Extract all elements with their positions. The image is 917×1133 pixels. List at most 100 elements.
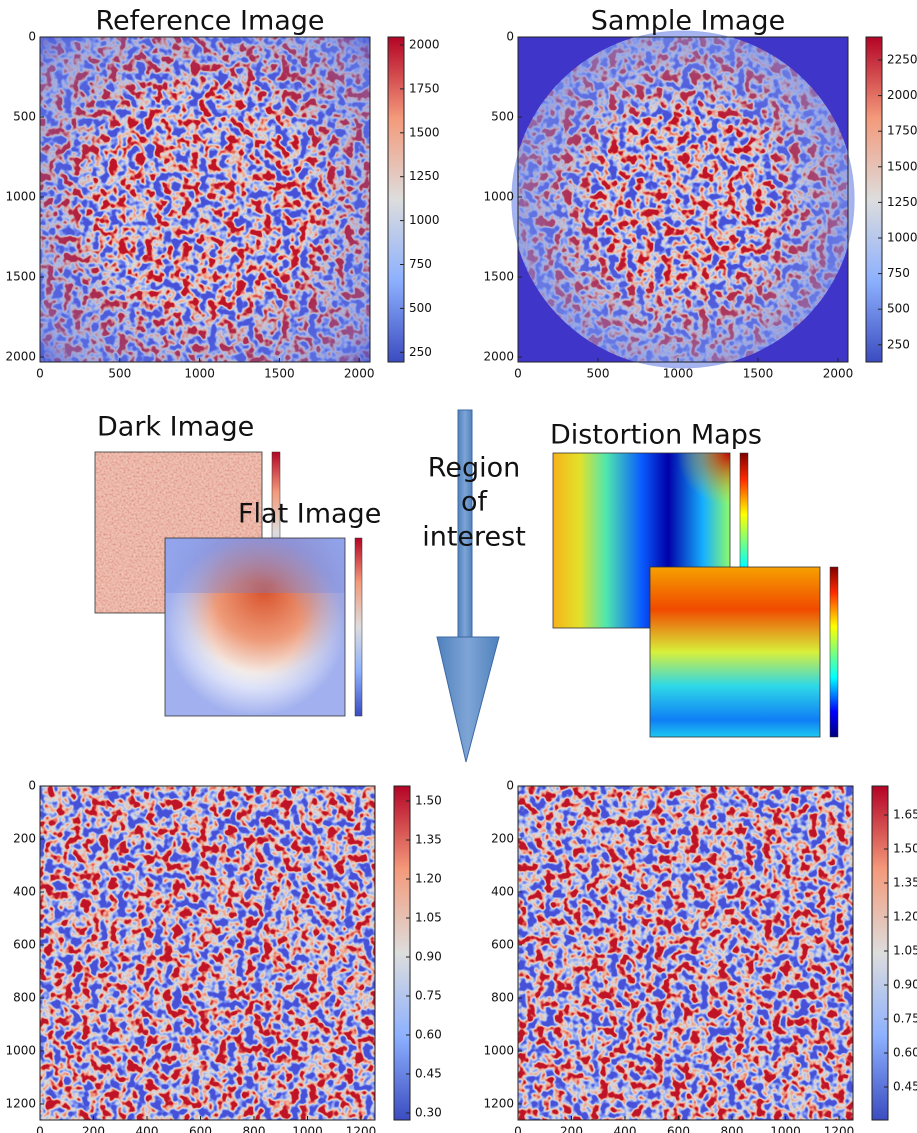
colorbar-tick-label: 1750 xyxy=(887,124,917,138)
x-tick-label: 0 xyxy=(36,367,44,381)
x-tick-label: 1200 xyxy=(346,1125,377,1133)
image xyxy=(40,786,375,1120)
x-tick-label: 500 xyxy=(108,367,131,381)
x-tick-label: 2000 xyxy=(344,367,375,381)
colorbar-tick-label: 2250 xyxy=(887,53,917,67)
y-tick-label: 1000 xyxy=(483,1044,514,1058)
panel: 0200400600800100012000200400600800100012… xyxy=(5,779,441,1133)
flat-vignette xyxy=(165,538,345,716)
colorbar-tick-label: 0.60 xyxy=(415,1028,442,1042)
x-tick-label: 1500 xyxy=(743,367,774,381)
colorbar-tick-label: 0.75 xyxy=(893,1012,917,1026)
panel-title: Sample Image xyxy=(591,6,785,37)
x-tick-label: 1000 xyxy=(184,367,215,381)
colorbar-tick-label: 0.75 xyxy=(415,989,442,1003)
x-tick-label: 400 xyxy=(614,1125,637,1133)
colorbar-tick-label: 1250 xyxy=(409,169,440,183)
colorbar-tick-label: 1.50 xyxy=(893,842,917,856)
x-tick-label: 600 xyxy=(667,1125,690,1133)
y-tick-label: 400 xyxy=(491,885,514,899)
x-tick-label: 400 xyxy=(136,1125,159,1133)
colorbar-tick-label: 1.35 xyxy=(893,876,917,890)
colorbar-tick-label: 1750 xyxy=(409,81,440,95)
y-tick-label: 0 xyxy=(28,30,36,44)
y-tick-label: 0 xyxy=(28,779,36,793)
arrow-label: Region xyxy=(428,453,520,484)
distortion-maps-inset xyxy=(553,453,838,737)
colorbar-tick-label: 1000 xyxy=(409,213,440,227)
y-tick-label: 2000 xyxy=(483,350,514,364)
colorbar xyxy=(355,538,362,716)
inset-title: Flat Image xyxy=(238,499,381,530)
colorbar-tick-label: 1.05 xyxy=(415,911,442,925)
colorbar-tick-label: 1000 xyxy=(887,231,917,245)
inset-title: Distortion Maps xyxy=(550,420,762,451)
vignette xyxy=(511,31,854,369)
colorbar xyxy=(388,37,404,362)
colorbar xyxy=(866,37,882,362)
arrow-label: of xyxy=(461,487,489,518)
y-tick-label: 0 xyxy=(506,779,514,793)
x-tick-label: 500 xyxy=(587,367,610,381)
colorbar-tick-label: 1.20 xyxy=(415,872,442,886)
y-tick-label: 500 xyxy=(13,110,36,124)
colorbar-tick-label: 0.60 xyxy=(893,1046,917,1060)
colorbar-tick-label: 2000 xyxy=(409,38,440,52)
x-tick-label: 600 xyxy=(189,1125,212,1133)
x-tick-label: 200 xyxy=(82,1125,105,1133)
colorbar xyxy=(872,786,888,1120)
colorbar-tick-label: 0.30 xyxy=(415,1106,442,1120)
x-tick-label: 800 xyxy=(721,1125,744,1133)
image xyxy=(518,786,853,1120)
colorbar-tick-label: 0.45 xyxy=(893,1080,917,1094)
x-tick-label: 1000 xyxy=(663,367,694,381)
y-tick-label: 600 xyxy=(13,938,36,952)
x-tick-label: 0 xyxy=(514,1125,522,1133)
colorbar-tick-label: 250 xyxy=(409,345,432,359)
colorbar-tick-label: 1.05 xyxy=(893,944,917,958)
arrow-head xyxy=(437,637,499,762)
colorbar xyxy=(394,786,410,1120)
y-tick-label: 400 xyxy=(13,885,36,899)
distortion-map xyxy=(650,567,820,737)
x-tick-label: 0 xyxy=(514,367,522,381)
y-tick-label: 0 xyxy=(506,30,514,44)
x-tick-label: 200 xyxy=(560,1125,583,1133)
x-tick-label: 2000 xyxy=(823,367,854,381)
y-tick-label: 1500 xyxy=(5,270,36,284)
x-tick-label: 1000 xyxy=(292,1125,323,1133)
colorbar-tick-label: 500 xyxy=(409,301,432,315)
y-tick-label: 1200 xyxy=(5,1097,36,1111)
vignette xyxy=(40,37,370,362)
colorbar-tick-label: 0.90 xyxy=(415,950,442,964)
colorbar-tick-label: 0.90 xyxy=(893,978,917,992)
x-tick-label: 1500 xyxy=(264,367,295,381)
colorbar-tick-label: 250 xyxy=(887,337,910,351)
colorbar-tick-label: 500 xyxy=(887,302,910,316)
colorbar-tick-label: 1.35 xyxy=(415,833,442,847)
colorbar-tick-label: 1500 xyxy=(409,125,440,139)
y-tick-label: 200 xyxy=(13,832,36,846)
y-tick-label: 2000 xyxy=(5,350,36,364)
colorbar-tick-label: 750 xyxy=(409,257,432,271)
y-tick-label: 800 xyxy=(491,991,514,1005)
y-tick-label: 1000 xyxy=(483,190,514,204)
colorbar xyxy=(830,567,838,737)
y-tick-label: 1200 xyxy=(483,1097,514,1111)
colorbar-tick-label: 1.20 xyxy=(893,910,917,924)
y-tick-label: 1000 xyxy=(5,190,36,204)
colorbar-tick-label: 0.45 xyxy=(415,1067,442,1081)
y-tick-label: 200 xyxy=(491,832,514,846)
x-tick-label: 1200 xyxy=(824,1125,855,1133)
y-tick-label: 1500 xyxy=(483,270,514,284)
flat-image-inset xyxy=(165,538,362,716)
arrow-label: interest xyxy=(422,522,526,553)
y-tick-label: 1000 xyxy=(5,1044,36,1058)
x-tick-label: 800 xyxy=(243,1125,266,1133)
colorbar-tick-label: 2000 xyxy=(887,88,917,102)
y-tick-label: 600 xyxy=(491,938,514,952)
figure: Reference Image0500100015002000050010001… xyxy=(0,0,917,1133)
